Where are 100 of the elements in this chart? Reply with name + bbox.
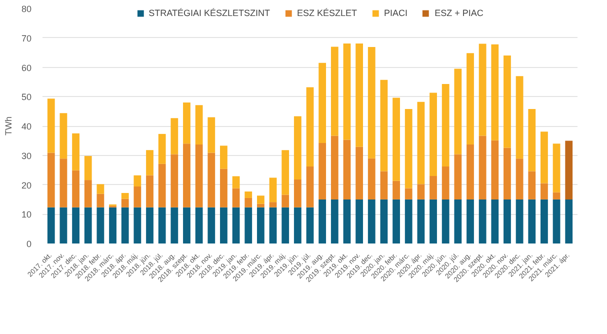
bar bbox=[466, 199, 474, 244]
bar bbox=[256, 204, 264, 208]
bar bbox=[392, 98, 400, 181]
bar bbox=[478, 199, 486, 244]
bar bbox=[47, 207, 55, 244]
bar bbox=[330, 136, 338, 200]
bar bbox=[356, 43, 364, 147]
bar bbox=[552, 192, 560, 200]
bar bbox=[232, 176, 240, 188]
y-tick-label: 10 bbox=[21, 210, 32, 220]
bar bbox=[528, 171, 536, 200]
bar bbox=[392, 199, 400, 244]
legend-label: STRATÉGIAI KÉSZLETSZINT bbox=[148, 8, 270, 18]
bar bbox=[454, 68, 462, 154]
bar bbox=[282, 194, 290, 208]
bar bbox=[220, 168, 228, 208]
bar bbox=[60, 158, 68, 208]
bar bbox=[380, 80, 388, 172]
bar bbox=[356, 146, 364, 200]
bar bbox=[96, 184, 104, 194]
bar bbox=[183, 207, 190, 244]
bar bbox=[491, 199, 499, 244]
y-tick-label: 30 bbox=[21, 150, 32, 161]
bar bbox=[60, 207, 68, 244]
bar bbox=[220, 207, 228, 244]
bar bbox=[552, 199, 560, 244]
bar bbox=[442, 166, 450, 200]
bar bbox=[540, 183, 548, 200]
y-tick-label: 20 bbox=[21, 180, 32, 190]
bar bbox=[72, 207, 80, 244]
bar bbox=[454, 154, 462, 200]
bar bbox=[134, 175, 142, 187]
bar bbox=[170, 207, 178, 244]
bar bbox=[404, 108, 412, 188]
bar bbox=[195, 144, 203, 208]
bar bbox=[269, 207, 277, 244]
bar bbox=[516, 199, 524, 244]
bar bbox=[134, 186, 142, 208]
bar bbox=[47, 98, 55, 153]
bar bbox=[516, 76, 524, 159]
bar bbox=[158, 207, 166, 244]
bar bbox=[318, 143, 326, 200]
y-tick-label: 50 bbox=[21, 92, 32, 102]
bar bbox=[491, 44, 499, 140]
y-tick-label: 60 bbox=[21, 62, 32, 73]
bar bbox=[380, 171, 388, 200]
bar bbox=[343, 199, 351, 244]
bar bbox=[121, 207, 129, 244]
legend-label: ESZ + PIAC bbox=[434, 8, 484, 18]
bar bbox=[565, 140, 573, 200]
bar bbox=[343, 43, 351, 140]
y-tick-label: 80 bbox=[21, 4, 32, 14]
bar bbox=[442, 199, 450, 244]
bar bbox=[318, 199, 326, 244]
bar bbox=[109, 207, 116, 244]
bar bbox=[404, 188, 412, 200]
bar bbox=[183, 102, 190, 144]
bar bbox=[244, 192, 252, 198]
bar bbox=[552, 144, 560, 192]
bar bbox=[454, 199, 462, 244]
bar bbox=[404, 199, 412, 244]
bar bbox=[158, 134, 166, 164]
bar bbox=[430, 92, 437, 176]
bar bbox=[96, 194, 104, 208]
bar bbox=[282, 150, 290, 195]
bar bbox=[330, 46, 338, 136]
bar bbox=[504, 148, 511, 200]
bar bbox=[195, 207, 203, 244]
y-axis-title: TWh bbox=[3, 116, 14, 136]
bar bbox=[84, 156, 92, 180]
bar bbox=[504, 56, 511, 148]
bar bbox=[134, 207, 142, 244]
bar bbox=[47, 152, 55, 208]
bar bbox=[170, 118, 178, 154]
bar bbox=[306, 87, 314, 167]
bar bbox=[294, 179, 302, 208]
bar bbox=[183, 144, 190, 208]
bar bbox=[466, 144, 474, 200]
bar bbox=[478, 136, 486, 200]
bar bbox=[146, 207, 154, 244]
bar bbox=[478, 44, 486, 136]
bar bbox=[430, 199, 437, 244]
bar bbox=[318, 62, 326, 144]
bar bbox=[356, 199, 364, 244]
bar bbox=[306, 207, 314, 244]
bar bbox=[84, 207, 92, 244]
bar bbox=[368, 158, 376, 200]
bar bbox=[158, 164, 166, 208]
bar bbox=[516, 158, 524, 200]
y-tick-label: 40 bbox=[21, 122, 32, 132]
bar bbox=[417, 199, 425, 244]
bar bbox=[121, 192, 129, 199]
bar bbox=[256, 207, 264, 244]
bar bbox=[244, 198, 252, 208]
bar bbox=[269, 202, 277, 208]
bar bbox=[269, 178, 277, 202]
bar bbox=[417, 184, 425, 200]
bar bbox=[528, 108, 536, 172]
bar bbox=[170, 154, 178, 208]
bar bbox=[60, 113, 68, 159]
